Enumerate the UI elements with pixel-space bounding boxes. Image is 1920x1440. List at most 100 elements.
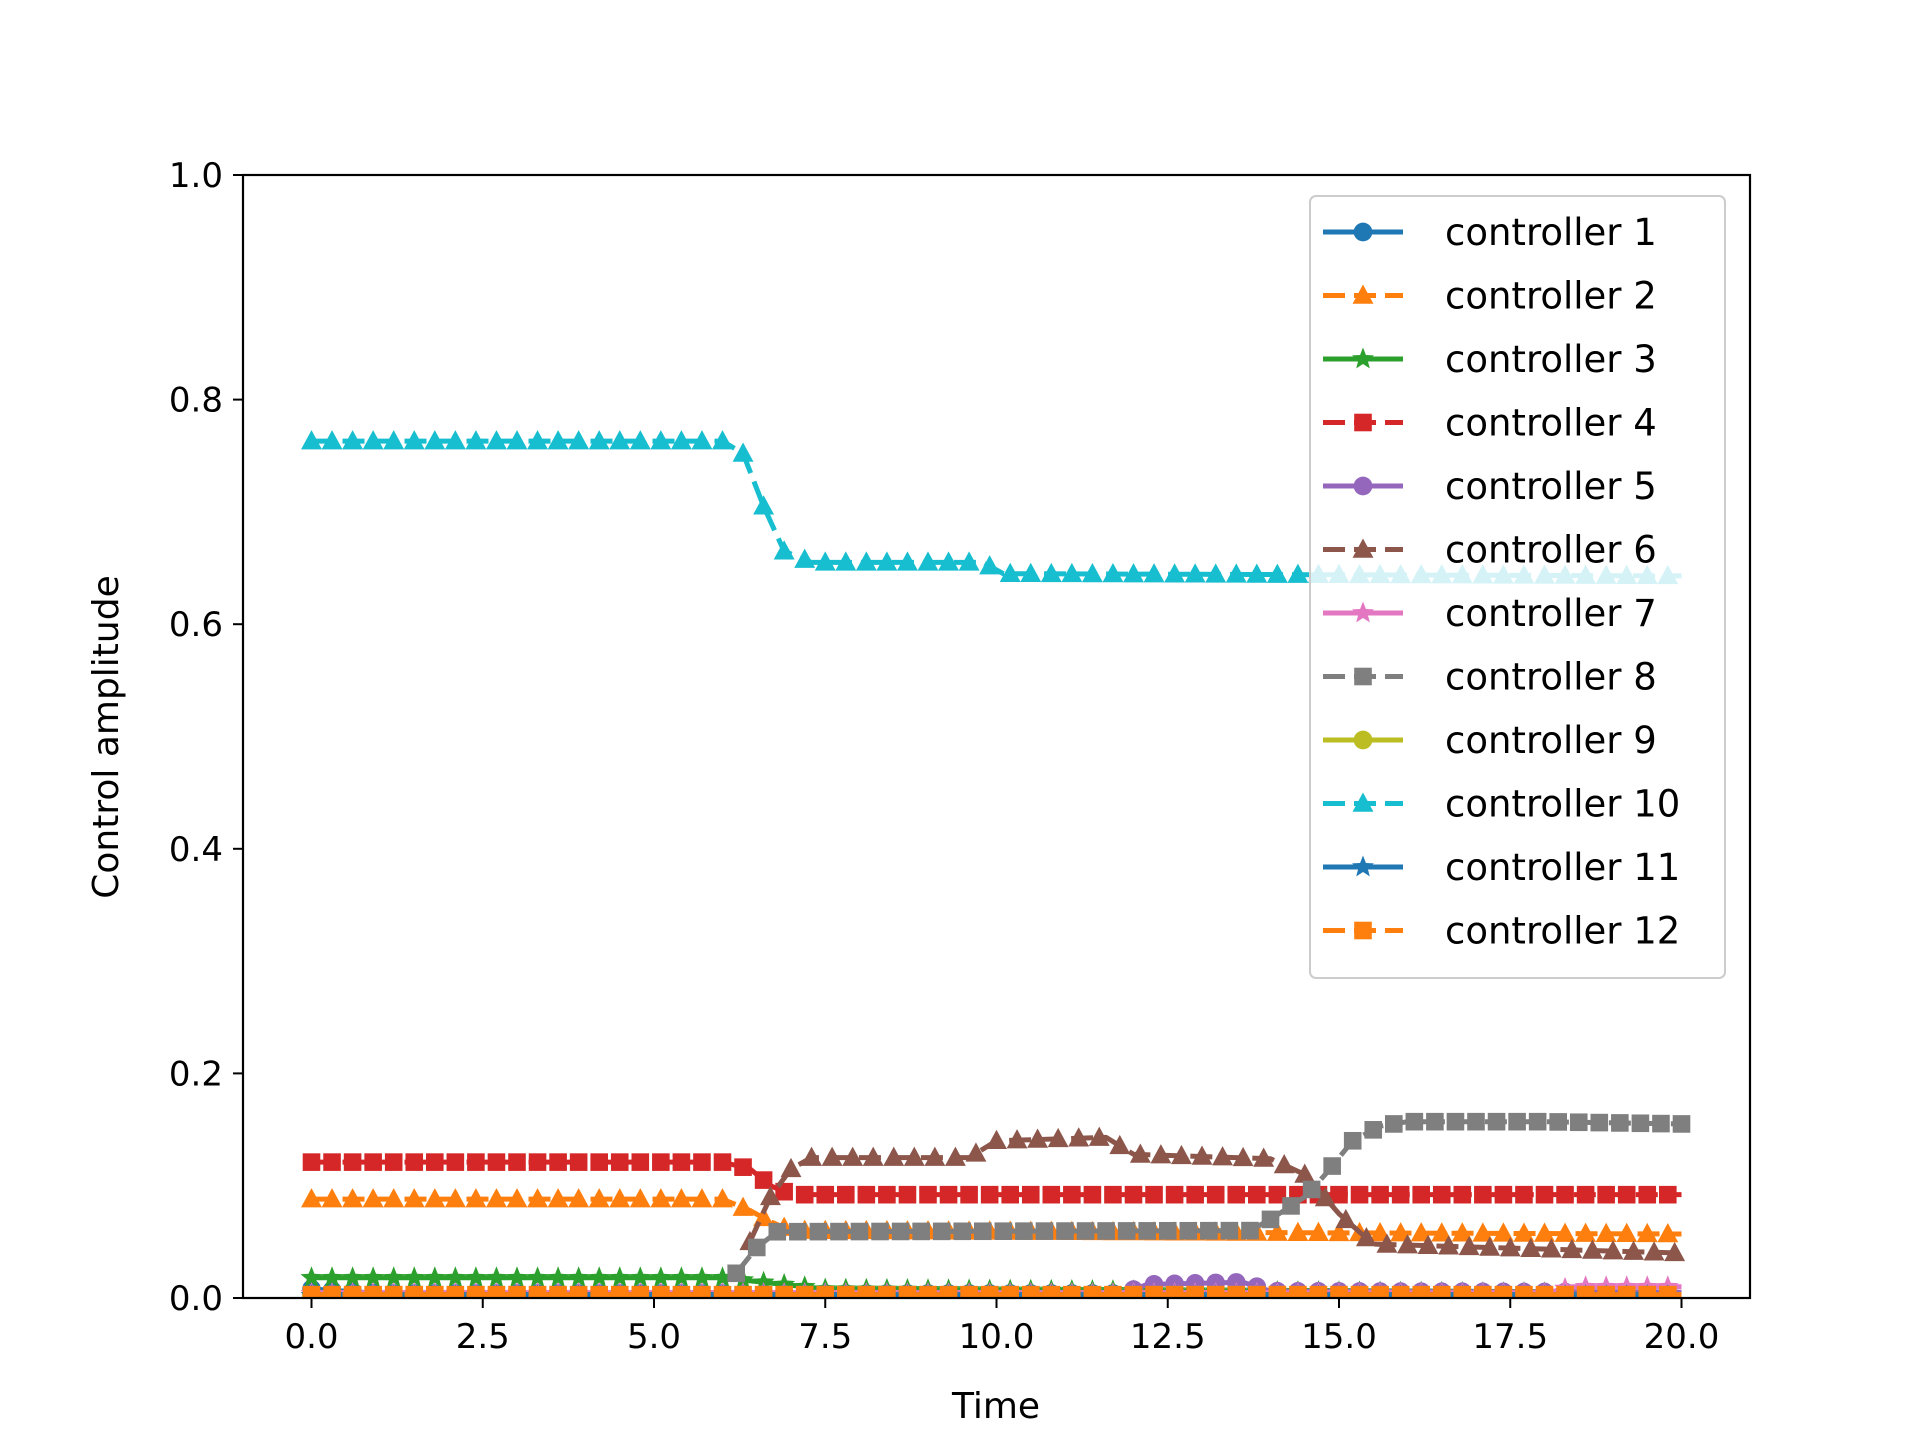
series-4-marker (898, 1185, 917, 1204)
series-4-marker (939, 1185, 958, 1204)
series-6-marker (1417, 1234, 1439, 1254)
series-12-marker (1515, 1285, 1533, 1298)
series-6-marker (1273, 1154, 1295, 1174)
series-10-marker (547, 430, 569, 450)
series-2-marker (1390, 1222, 1412, 1242)
series-10-marker (691, 430, 713, 450)
series-12-marker (528, 1285, 547, 1298)
series-8-marker (1117, 1222, 1136, 1240)
series-10-marker (1102, 563, 1124, 583)
series-2-marker (670, 1188, 692, 1208)
series-12-marker (1083, 1285, 1102, 1298)
x-axis: 0.0 2.5 5.0 7.5 10.0 12.5 15.0 17.5 20.0 (284, 1298, 1719, 1357)
series-6-marker (1068, 1127, 1090, 1147)
series-3-marker (403, 1266, 426, 1288)
series-10-marker (1287, 563, 1309, 583)
series-2-marker (527, 1188, 548, 1208)
series-12-marker (610, 1285, 629, 1298)
series-3-marker (526, 1266, 549, 1288)
series-6-marker (1355, 1227, 1377, 1247)
series-6-marker (1458, 1235, 1480, 1256)
series-8-marker (1364, 1121, 1383, 1139)
legend-entry: controller 9 (1323, 719, 1657, 762)
legend-label: controller 1 (1445, 211, 1657, 254)
series-4-marker (1494, 1185, 1513, 1204)
series-3-marker (444, 1266, 467, 1288)
series-12-marker (1371, 1285, 1389, 1298)
series-8-marker (1179, 1221, 1198, 1240)
series-12-marker (1617, 1285, 1636, 1298)
series-12-marker (1597, 1285, 1615, 1298)
series-8-marker (727, 1264, 745, 1283)
series-8-marker (1138, 1222, 1156, 1240)
series-4-marker (837, 1185, 855, 1204)
series-6-marker (1088, 1126, 1110, 1146)
series-3-marker (567, 1266, 590, 1288)
legend-entry: controller 6 (1323, 529, 1657, 572)
legend-entry: controller 4 (1323, 402, 1657, 445)
series-8-marker (1549, 1113, 1567, 1131)
series-8-marker (1487, 1112, 1506, 1131)
series-10-marker (506, 430, 528, 450)
series-10-marker (1184, 563, 1206, 583)
series-4-marker (1576, 1185, 1595, 1204)
series-8-marker (1220, 1221, 1239, 1240)
series-3-marker (382, 1266, 405, 1288)
series-10-marker (1061, 562, 1083, 583)
y-tick-label: 0.0 (169, 1279, 223, 1319)
y-tick-label: 0.8 (169, 381, 223, 421)
series-6-marker (1335, 1208, 1357, 1229)
series-8-marker (1261, 1210, 1280, 1229)
series-4-marker (672, 1153, 691, 1171)
series-8-marker (1405, 1112, 1424, 1131)
series-6-marker (1006, 1129, 1028, 1149)
series-12-marker (857, 1285, 876, 1298)
legend-entry: controller 12 (1323, 910, 1680, 953)
series-6-marker (1253, 1147, 1275, 1167)
x-tick-label: 0.0 (284, 1317, 338, 1357)
series-8-marker (1158, 1222, 1177, 1240)
series-12-marker (508, 1285, 526, 1298)
series-8-marker (1200, 1221, 1218, 1240)
series-6-marker (1479, 1236, 1501, 1256)
series-6-marker (1643, 1241, 1665, 1261)
series-2-marker (321, 1188, 343, 1208)
series-4-marker (1659, 1185, 1677, 1204)
series-3-marker (752, 1270, 775, 1292)
series-12-marker (1289, 1285, 1307, 1298)
series-10-marker (712, 430, 733, 450)
series-8-marker (809, 1222, 828, 1241)
series-3-marker (690, 1266, 713, 1288)
series-2-marker (1657, 1222, 1679, 1243)
series-3-marker (547, 1266, 570, 1288)
series-10-marker (629, 430, 651, 450)
series-2-marker (712, 1188, 733, 1208)
series-2-marker (362, 1188, 384, 1208)
legend-label: controller 9 (1445, 719, 1657, 762)
series-4-marker (1556, 1185, 1574, 1204)
series-6-marker (1664, 1241, 1686, 1262)
series-4-marker (795, 1185, 814, 1204)
legend-entry: controller 11 (1323, 846, 1680, 889)
series-12-marker (1474, 1285, 1492, 1298)
series-2-marker (732, 1196, 754, 1216)
series-4-marker (919, 1185, 937, 1204)
series-10-marker (1081, 562, 1103, 583)
series-12-marker (734, 1285, 752, 1298)
series-12-marker (1063, 1285, 1081, 1298)
series-12-marker (569, 1285, 588, 1298)
series-10-marker (773, 540, 795, 560)
series-3-marker (588, 1266, 611, 1288)
series-4-marker (1165, 1185, 1184, 1204)
series-3-marker (670, 1266, 693, 1288)
legend-entry: controller 7 (1323, 592, 1657, 635)
series-6-marker (1129, 1143, 1151, 1163)
series-10-marker (424, 430, 446, 450)
series-12-marker (446, 1285, 465, 1298)
legend-label: controller 12 (1445, 910, 1680, 953)
series-2-marker (1554, 1222, 1576, 1242)
series-10-marker (568, 430, 590, 450)
series-4-marker (1104, 1185, 1122, 1204)
series-4-marker (878, 1185, 896, 1204)
